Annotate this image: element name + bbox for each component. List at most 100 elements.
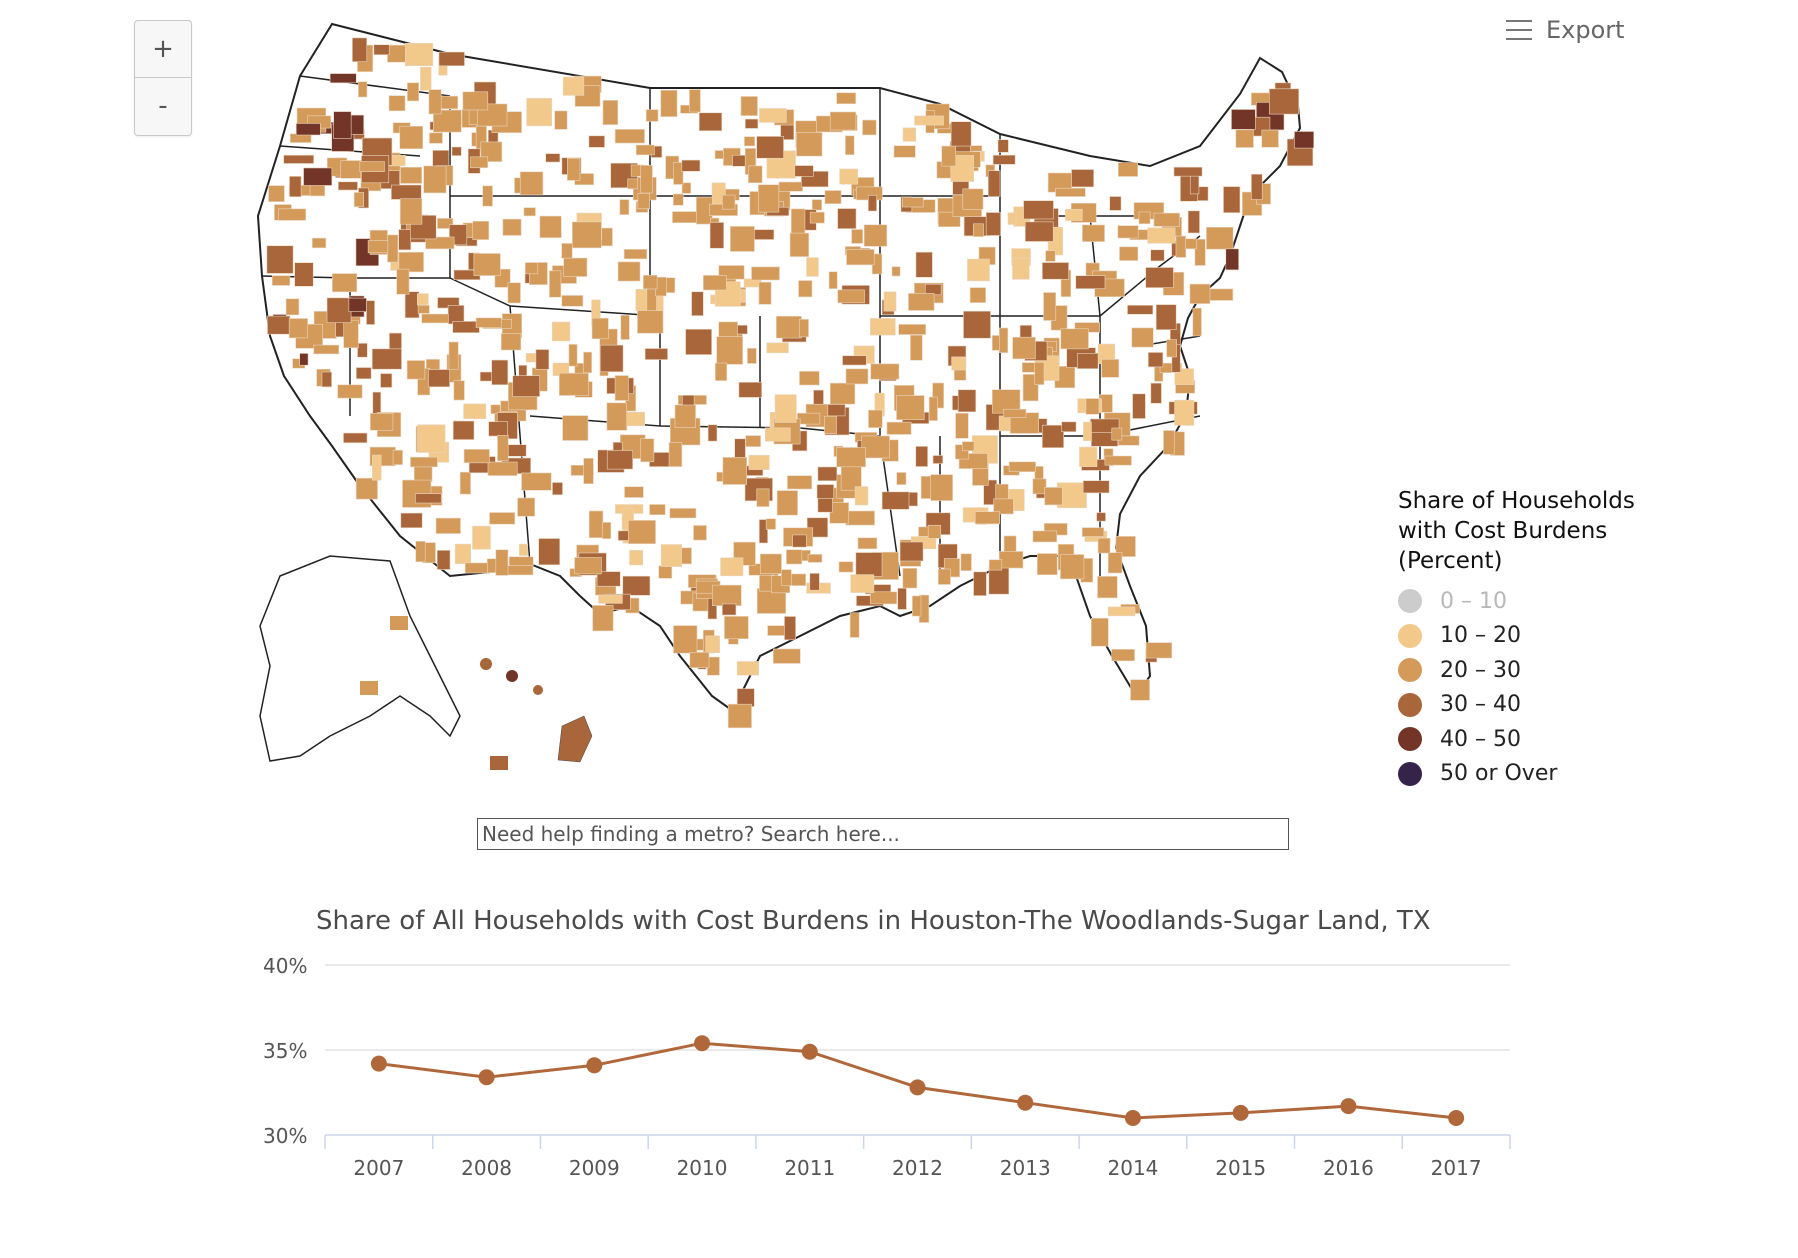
- metro-area[interactable]: [519, 171, 544, 196]
- metro-area[interactable]: [740, 96, 758, 116]
- metro-area[interactable]: [912, 595, 922, 617]
- metro-area[interactable]: [1225, 248, 1239, 271]
- metro-area[interactable]: [855, 552, 883, 577]
- metro-area[interactable]: [507, 282, 521, 304]
- metro-area[interactable]: [390, 616, 408, 630]
- metro-area[interactable]: [789, 232, 810, 257]
- metro-area[interactable]: [951, 356, 966, 371]
- metro-area[interactable]: [806, 257, 819, 277]
- metro-area[interactable]: [1130, 679, 1150, 701]
- metro-area[interactable]: [1096, 512, 1106, 522]
- metro-area[interactable]: [601, 522, 612, 539]
- metro-area[interactable]: [673, 625, 698, 654]
- metro-area[interactable]: [598, 594, 623, 604]
- metro-area[interactable]: [583, 351, 592, 374]
- metro-area[interactable]: [1091, 617, 1109, 647]
- metro-area[interactable]: [738, 381, 762, 398]
- metro-area[interactable]: [881, 491, 910, 510]
- metro-area[interactable]: [521, 472, 552, 491]
- metro-area[interactable]: [1192, 307, 1202, 337]
- metro-area[interactable]: [849, 612, 860, 638]
- metro-area[interactable]: [941, 145, 957, 167]
- metro-area[interactable]: [321, 371, 332, 388]
- metro-area[interactable]: [357, 343, 368, 358]
- metro-area[interactable]: [973, 223, 984, 237]
- metro-area[interactable]: [387, 234, 399, 263]
- metro-area[interactable]: [902, 568, 918, 589]
- metro-area[interactable]: [891, 266, 901, 277]
- metro-area[interactable]: [722, 603, 737, 616]
- metro-area[interactable]: [1206, 226, 1234, 250]
- metro-area[interactable]: [1060, 328, 1089, 350]
- metro-area[interactable]: [851, 229, 863, 244]
- metro-area[interactable]: [606, 402, 628, 431]
- metro-area[interactable]: [1145, 267, 1174, 288]
- metro-area[interactable]: [489, 512, 516, 525]
- metro-area[interactable]: [519, 543, 528, 556]
- metro-area[interactable]: [464, 562, 488, 574]
- metro-area[interactable]: [960, 553, 972, 571]
- metro-area[interactable]: [1032, 530, 1058, 543]
- legend-item[interactable]: 30 – 40: [1398, 688, 1658, 723]
- metro-area[interactable]: [950, 155, 974, 182]
- metro-area[interactable]: [649, 504, 666, 516]
- metro-area[interactable]: [1107, 552, 1123, 574]
- metro-area[interactable]: [899, 541, 924, 562]
- metro-area[interactable]: [896, 395, 925, 421]
- metro-area[interactable]: [722, 457, 747, 485]
- metro-area[interactable]: [969, 287, 986, 303]
- metro-area[interactable]: [1008, 461, 1036, 473]
- metro-area[interactable]: [1147, 352, 1164, 368]
- metro-area[interactable]: [1173, 166, 1203, 177]
- metro-area[interactable]: [277, 208, 307, 221]
- metro-area[interactable]: [359, 161, 385, 173]
- metro-area[interactable]: [751, 266, 780, 281]
- metro-area[interactable]: [1131, 327, 1154, 348]
- metro-area[interactable]: [829, 111, 857, 131]
- metro-area[interactable]: [898, 324, 927, 335]
- metro-area[interactable]: [756, 136, 784, 159]
- metro-area[interactable]: [897, 587, 907, 610]
- metro-area[interactable]: [1185, 238, 1198, 250]
- legend-item[interactable]: 50 or Over: [1398, 757, 1658, 792]
- metro-area[interactable]: [744, 118, 759, 129]
- metro-area[interactable]: [799, 319, 809, 338]
- metro-area[interactable]: [497, 435, 509, 462]
- metro-area[interactable]: [1060, 554, 1085, 580]
- metro-area[interactable]: [868, 195, 877, 212]
- metro-area[interactable]: [797, 412, 821, 425]
- metro-area[interactable]: [358, 81, 368, 98]
- metro-area[interactable]: [870, 363, 900, 380]
- metro-area[interactable]: [1097, 576, 1118, 599]
- metro-area[interactable]: [295, 123, 321, 136]
- legend-item[interactable]: 40 – 50: [1398, 722, 1658, 757]
- metro-area[interactable]: [1189, 283, 1211, 304]
- metro-area[interactable]: [472, 220, 490, 240]
- metro-area[interactable]: [552, 482, 563, 496]
- legend-item[interactable]: 10 – 20: [1398, 619, 1658, 654]
- metro-area[interactable]: [399, 198, 423, 225]
- metro-area[interactable]: [267, 315, 291, 335]
- metro-area[interactable]: [784, 616, 796, 641]
- metro-area[interactable]: [868, 409, 883, 428]
- metro-area[interactable]: [772, 648, 801, 664]
- metro-area[interactable]: [433, 109, 462, 133]
- metro-area[interactable]: [1023, 200, 1054, 220]
- metro-area[interactable]: [400, 166, 422, 184]
- metro-area[interactable]: [955, 412, 969, 439]
- export-button[interactable]: Export: [1506, 14, 1625, 46]
- metro-area[interactable]: [883, 291, 897, 312]
- metro-area[interactable]: [406, 360, 426, 380]
- metro-area[interactable]: [488, 421, 508, 437]
- metro-area[interactable]: [614, 375, 629, 401]
- metro-area[interactable]: [1034, 362, 1045, 385]
- metro-area[interactable]: [987, 170, 1001, 197]
- metro-area[interactable]: [1251, 173, 1263, 200]
- metro-area[interactable]: [572, 221, 602, 249]
- metro-area[interactable]: [637, 310, 664, 334]
- metro-area[interactable]: [809, 573, 820, 591]
- metro-area[interactable]: [545, 153, 561, 163]
- metro-area[interactable]: [635, 144, 655, 156]
- metro-area[interactable]: [781, 569, 792, 586]
- metro-area[interactable]: [391, 184, 422, 200]
